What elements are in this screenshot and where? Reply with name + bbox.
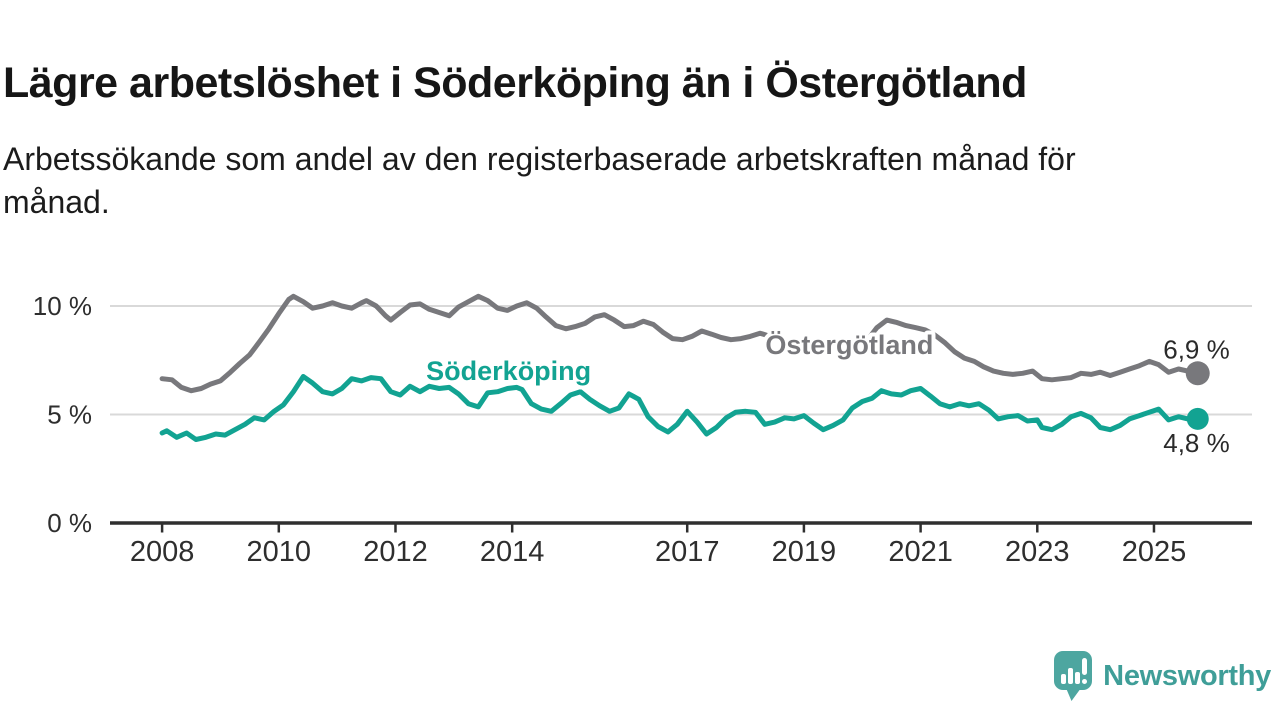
newsworthy-logo-icon <box>1054 651 1093 701</box>
x-tick-label: 2010 <box>247 536 312 568</box>
x-tick-label: 2019 <box>772 536 837 568</box>
x-tick-label: 2025 <box>1122 536 1187 568</box>
series-end-label-östergötland: 6,9 % <box>1163 334 1230 364</box>
series-line-söderköping <box>159 374 1201 442</box>
newsworthy-logo-text: Newsworthy <box>1103 659 1271 692</box>
series-end-dot-söderköping <box>1186 407 1209 430</box>
series-end-label-söderköping: 4,8 % <box>1163 428 1230 458</box>
x-tick-label: 2008 <box>130 536 195 568</box>
subtitle-line-1: Arbetssökande som andel av den registerb… <box>3 141 1076 177</box>
x-tick-label: 2023 <box>1005 536 1070 568</box>
page-title: Lägre arbetslöshet i Söderköping än i Ös… <box>3 58 1027 107</box>
y-tick-label: 0 % <box>47 508 92 538</box>
x-tick-label: 2012 <box>363 536 428 568</box>
x-tick-label: 2017 <box>655 536 720 568</box>
series-label-söderköping: Söderköping <box>426 356 591 386</box>
series-line-östergötland <box>159 293 1201 394</box>
series-label-östergötland: Östergötland <box>765 330 933 360</box>
y-tick-label: 10 % <box>33 291 92 321</box>
series-end-dot-östergötland <box>1185 361 1210 386</box>
subtitle-line-2: månad. <box>3 184 110 220</box>
x-tick-label: 2014 <box>480 536 545 568</box>
newsworthy-logo: Newsworthy <box>1053 648 1271 704</box>
y-tick-label: 5 % <box>47 400 92 430</box>
chart-subtitle: Arbetssökande som andel av den registerb… <box>3 138 1233 224</box>
x-tick-label: 2021 <box>888 536 953 568</box>
